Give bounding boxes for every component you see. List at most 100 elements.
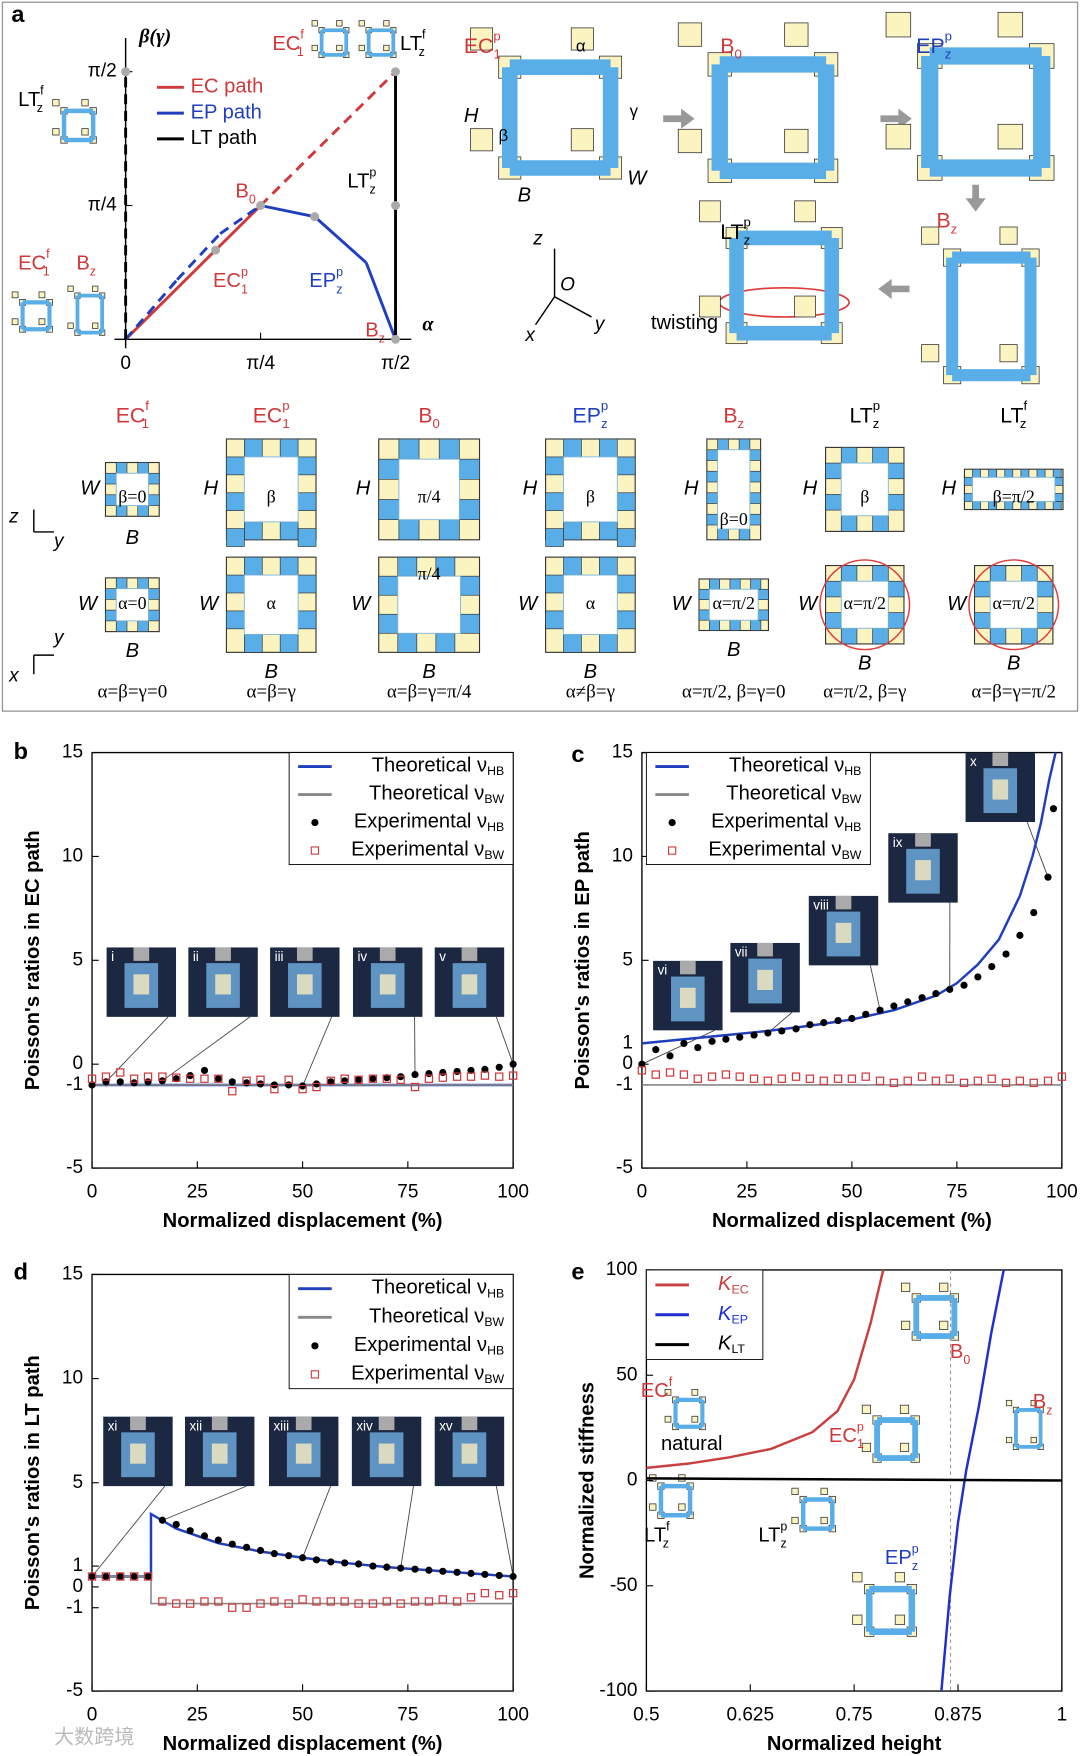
cell bbox=[563, 556, 582, 576]
data-point bbox=[974, 973, 982, 981]
label: α=β=γ bbox=[246, 682, 295, 703]
data-point bbox=[973, 1076, 983, 1086]
label-sup: f bbox=[669, 1375, 673, 1389]
data-point bbox=[509, 1572, 517, 1581]
label: LTf z bbox=[400, 28, 426, 59]
label: x bbox=[8, 665, 20, 686]
cube bbox=[570, 27, 594, 51]
label-sup: p bbox=[601, 399, 608, 414]
cube bbox=[820, 1487, 828, 1495]
cell bbox=[297, 528, 317, 547]
data-point bbox=[889, 1078, 899, 1088]
coord-axes bbox=[33, 248, 592, 675]
inset-block bbox=[378, 1443, 395, 1464]
cell bbox=[279, 556, 299, 576]
cell bbox=[840, 515, 858, 532]
cube bbox=[899, 1404, 910, 1414]
inset-label: viii bbox=[813, 898, 829, 913]
label: B0 bbox=[950, 1341, 970, 1367]
label: π/4 bbox=[418, 564, 441, 584]
arrow bbox=[663, 108, 695, 129]
series-line bbox=[92, 1511, 514, 1578]
inset-block bbox=[296, 974, 313, 995]
label-sup: p bbox=[912, 1542, 919, 1556]
cell bbox=[226, 492, 245, 512]
label-sup: p bbox=[780, 1520, 787, 1534]
label-sub: z bbox=[912, 1559, 918, 1573]
cube bbox=[939, 1320, 949, 1330]
inset-grip bbox=[679, 960, 696, 975]
cell bbox=[599, 521, 618, 541]
data-point bbox=[228, 1540, 236, 1548]
data-point bbox=[172, 1520, 180, 1528]
cell bbox=[378, 575, 399, 596]
data-point bbox=[270, 1549, 278, 1558]
label-sub: z bbox=[951, 222, 958, 237]
cube bbox=[1005, 1399, 1013, 1407]
inset-block bbox=[461, 974, 478, 995]
label-sub: z bbox=[1046, 1404, 1052, 1418]
data-point bbox=[129, 1572, 139, 1581]
data-point bbox=[481, 1065, 489, 1073]
cube bbox=[470, 128, 494, 152]
data-point bbox=[326, 1076, 335, 1086]
inset-label: i bbox=[111, 949, 114, 964]
label: γ bbox=[630, 101, 639, 120]
inset-grip bbox=[461, 947, 478, 961]
label: ECp 1 bbox=[253, 399, 290, 432]
tile-core bbox=[115, 588, 149, 622]
data-point bbox=[298, 1084, 307, 1094]
label: ECp 1 bbox=[829, 1420, 864, 1451]
inset-link bbox=[495, 1016, 514, 1065]
inset-link bbox=[641, 1029, 715, 1065]
y-tick-label: 10 bbox=[612, 845, 633, 866]
data-point bbox=[382, 1597, 391, 1606]
legend-label: Theoretical νHB bbox=[372, 1277, 504, 1301]
cell bbox=[1052, 468, 1062, 478]
label: W bbox=[672, 593, 693, 615]
lattice-icon bbox=[52, 99, 97, 144]
cell bbox=[698, 588, 710, 600]
cell bbox=[1054, 493, 1064, 502]
data-point bbox=[88, 1081, 96, 1089]
data-point bbox=[495, 1571, 503, 1580]
data-point bbox=[918, 994, 926, 1002]
cell bbox=[972, 468, 981, 478]
data-point bbox=[480, 1071, 490, 1080]
cell bbox=[825, 462, 842, 480]
label-base: EC bbox=[829, 1425, 857, 1447]
legend-box bbox=[645, 752, 871, 866]
cell bbox=[398, 519, 420, 541]
data-point bbox=[172, 1599, 181, 1608]
cell bbox=[460, 613, 480, 634]
cell bbox=[137, 462, 149, 474]
inset-grip bbox=[915, 833, 931, 847]
inset-block bbox=[679, 987, 696, 1008]
y-tick-label: 0 bbox=[73, 1576, 84, 1597]
label: z bbox=[8, 506, 19, 527]
data-point bbox=[312, 1082, 321, 1092]
data-point bbox=[256, 1599, 265, 1608]
cell bbox=[105, 494, 117, 506]
inset-grip bbox=[295, 1416, 312, 1431]
label: LTp z bbox=[849, 399, 880, 432]
data-point bbox=[101, 1072, 111, 1081]
label: H bbox=[803, 478, 818, 500]
label: B0 bbox=[720, 34, 742, 62]
label-base: EC bbox=[213, 271, 241, 293]
data-point bbox=[480, 1588, 490, 1598]
x-tick-label: 0 bbox=[120, 353, 131, 374]
lattice-icon bbox=[11, 291, 53, 333]
data-point bbox=[792, 1025, 800, 1033]
data-point bbox=[298, 1595, 307, 1604]
cell bbox=[226, 610, 245, 630]
label-base: EC bbox=[18, 253, 46, 275]
legend-label: LT path bbox=[191, 127, 257, 149]
cube bbox=[901, 1282, 911, 1292]
label-sub: z bbox=[1020, 417, 1027, 432]
legend-swatch bbox=[311, 818, 319, 827]
data-point bbox=[355, 1560, 363, 1568]
inset-label: vi bbox=[658, 962, 668, 977]
line-segment bbox=[219, 204, 262, 235]
cell bbox=[563, 438, 582, 458]
